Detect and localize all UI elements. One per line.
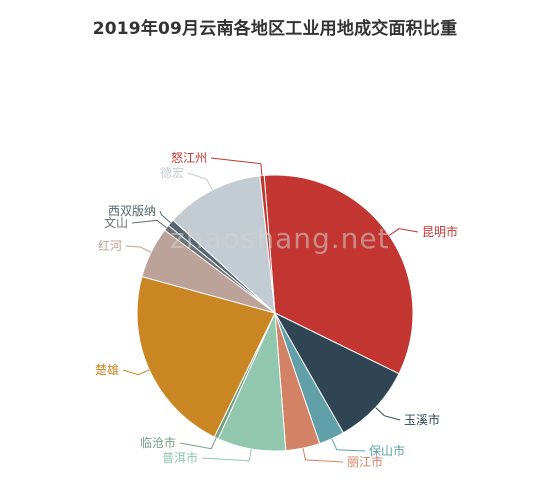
watermark-text: zhaoshang.net bbox=[170, 222, 390, 255]
label-line-2 bbox=[331, 438, 366, 452]
slice-label-9: 西双版纳 bbox=[108, 204, 156, 218]
label-line-0 bbox=[388, 228, 419, 236]
slice-label-5: 临沧市 bbox=[140, 435, 176, 450]
label-line-9 bbox=[159, 210, 171, 224]
label-line-10 bbox=[187, 172, 213, 191]
slice-label-3: 丽江市 bbox=[347, 454, 383, 469]
slice-label-6: 楚雄 bbox=[95, 362, 119, 377]
label-line-11 bbox=[210, 157, 263, 176]
label-line-3 bbox=[302, 448, 344, 463]
pie-slice-10[interactable] bbox=[172, 175, 276, 315]
label-lines bbox=[122, 157, 419, 463]
slice-label-1: 玉溪市 bbox=[404, 412, 440, 427]
slice-label-11: 怒江州 bbox=[171, 150, 207, 165]
slice-label-10: 德宏 bbox=[160, 165, 184, 180]
label-line-8 bbox=[131, 219, 167, 229]
slice-label-2: 保山市 bbox=[369, 443, 405, 458]
pie-slices bbox=[136, 174, 414, 452]
label-line-7 bbox=[125, 245, 152, 253]
label-line-6 bbox=[122, 369, 150, 376]
slice-label-4: 普洱市 bbox=[162, 450, 198, 465]
slice-label-0: 昆明市 bbox=[422, 224, 458, 239]
slice-label-8: 文山 bbox=[104, 215, 128, 230]
label-line-1 bbox=[375, 407, 401, 421]
slice-label-7: 红河 bbox=[98, 238, 122, 253]
label-line-4 bbox=[201, 448, 252, 462]
chart-title: 2019年09月云南各地区工业用地成交面积比重 bbox=[92, 19, 458, 39]
label-line-5 bbox=[179, 437, 217, 450]
pie-slice-1[interactable] bbox=[273, 311, 400, 434]
